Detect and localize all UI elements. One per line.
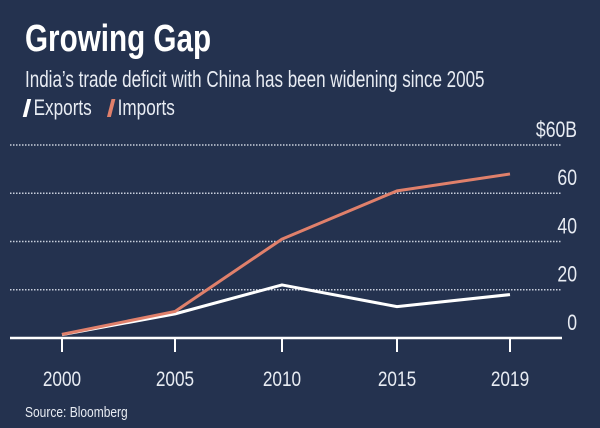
chart-title: Growing Gap <box>25 18 212 60</box>
y-tick-label: 40 <box>557 215 577 239</box>
y-tick-label: $60B <box>536 118 577 142</box>
y-tick-label: 0 <box>567 311 577 335</box>
x-tick-label: 2005 <box>156 369 194 392</box>
chart-subtitle: India’s trade deficit with China has bee… <box>25 66 485 92</box>
legend-item-exports: Exports <box>22 95 92 120</box>
x-tick-label: 2000 <box>43 369 81 392</box>
x-tick-label: 2019 <box>491 369 529 392</box>
y-tick-label: 60 <box>557 166 577 190</box>
legend-label-imports: Imports <box>117 95 175 120</box>
series-line-imports <box>61 172 511 336</box>
legend-item-imports: Imports <box>106 95 175 120</box>
x-tick-label: 2015 <box>378 369 416 392</box>
source-note: Source: Bloomberg <box>25 404 128 421</box>
series-line-exports <box>61 283 511 337</box>
x-tick-label: 2010 <box>263 369 301 392</box>
legend-label-exports: Exports <box>33 95 92 120</box>
y-tick-label: 20 <box>557 263 577 287</box>
legend: Exports Imports <box>22 95 175 121</box>
